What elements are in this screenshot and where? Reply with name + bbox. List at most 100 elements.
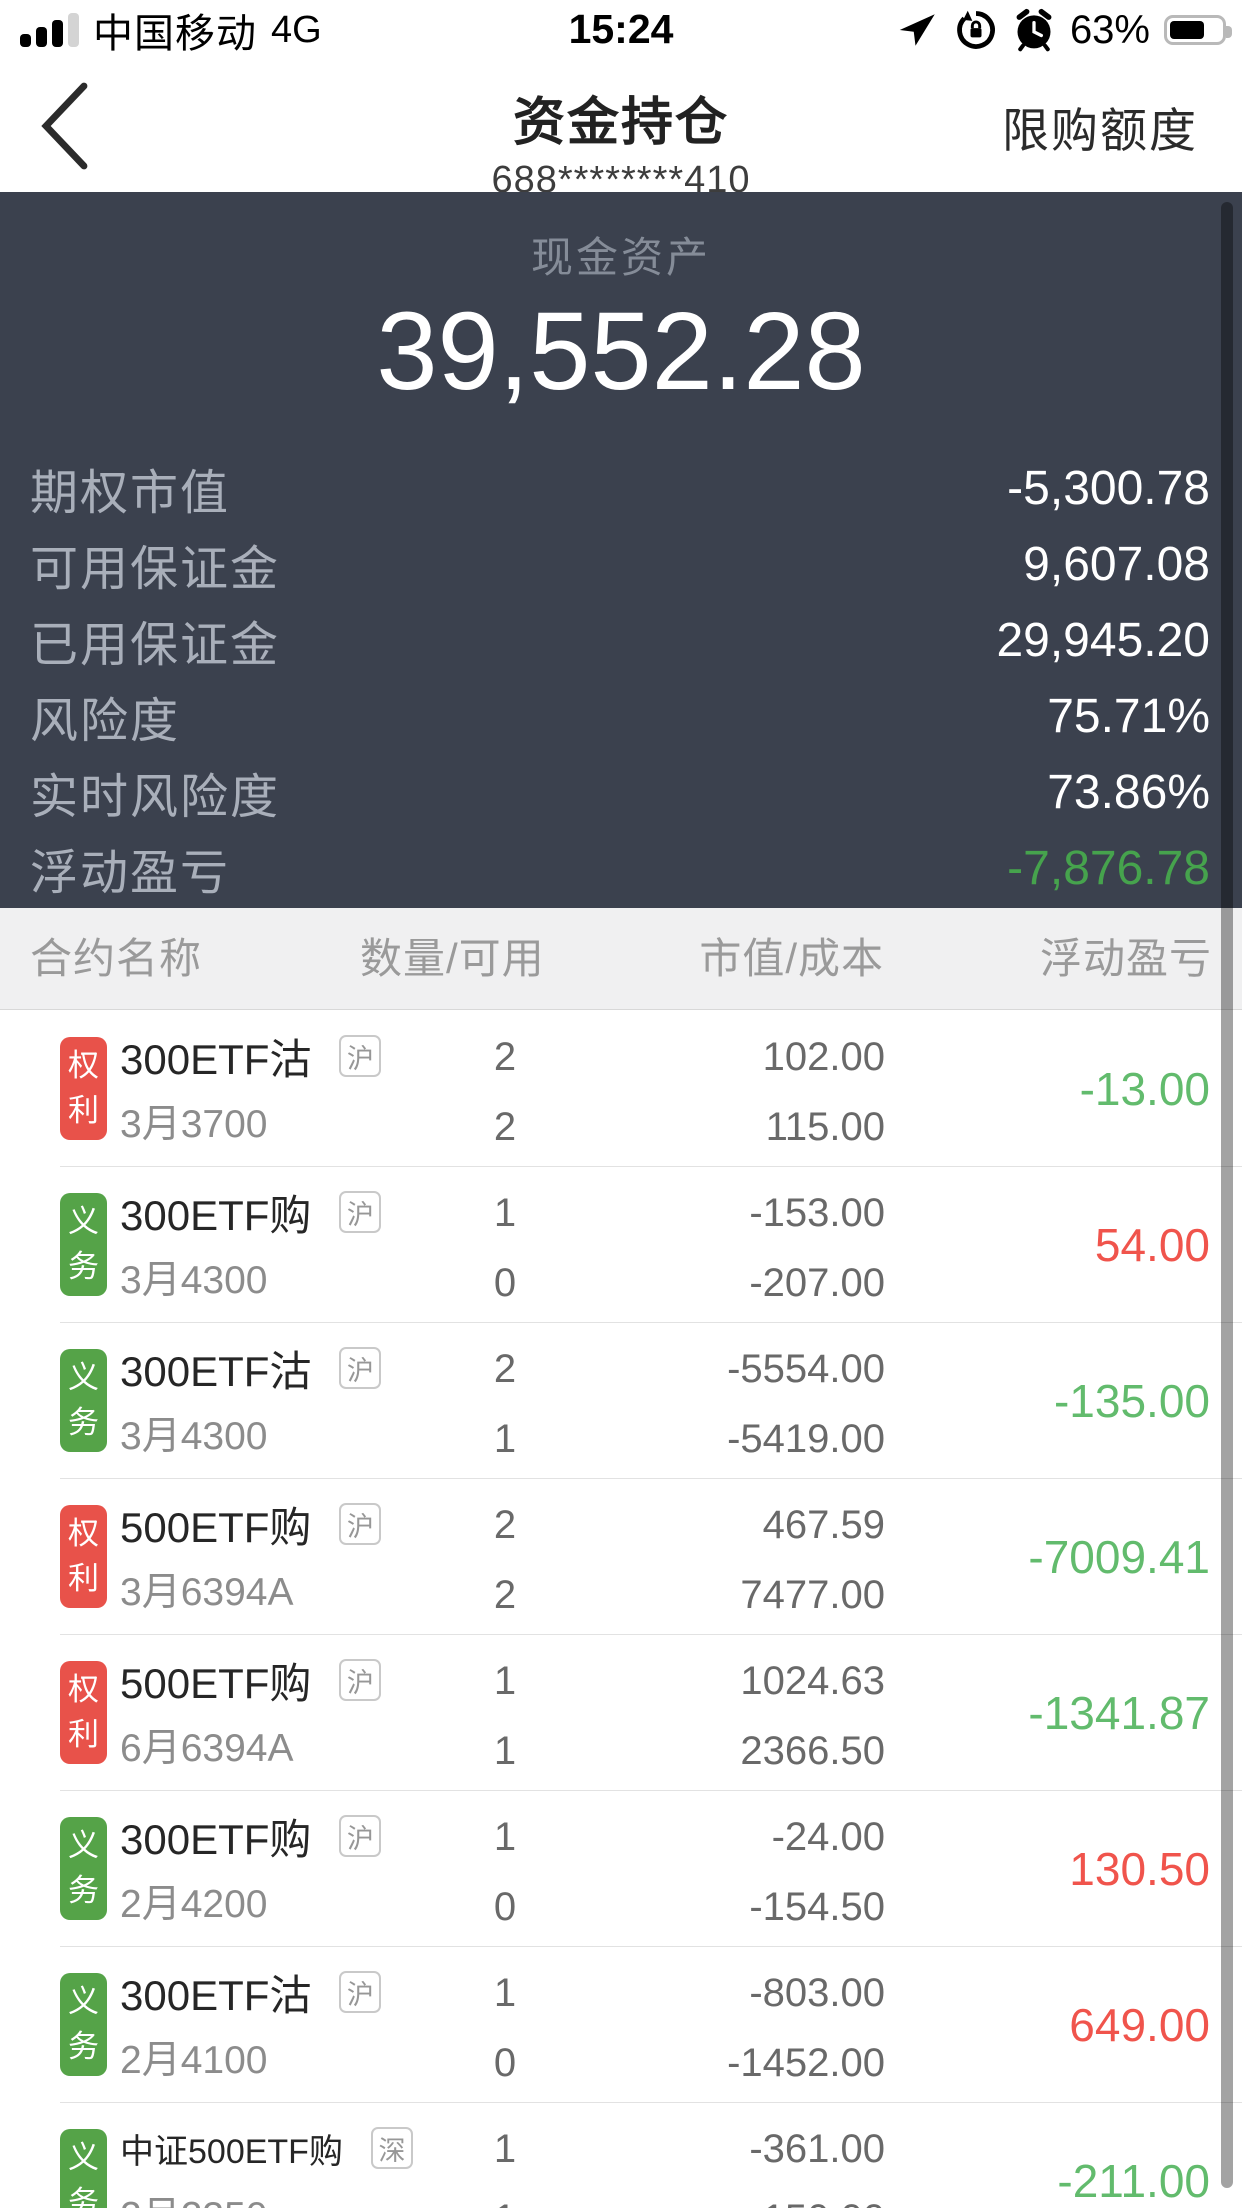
exchange-badge: 沪: [339, 1035, 382, 1077]
available-value: 1: [420, 2191, 590, 2208]
contract-name: 300ETF沽: [120, 1035, 312, 1083]
contract-name: 500ETF购: [120, 1659, 312, 1707]
position-row[interactable]: 权利 300ETF沽 沪 3月3700 2 2 102.00 115.00 -1…: [0, 1011, 1242, 1167]
back-button[interactable]: [36, 82, 92, 170]
contract-detail: 3月4300: [120, 1415, 268, 1458]
floating-pl-value: 130.50: [1069, 1843, 1210, 1895]
contract-detail: 3月3700: [120, 1103, 268, 1146]
available-value: 1: [493, 1417, 517, 1461]
floating-pl-value: -135.00: [1053, 1375, 1210, 1427]
floating-pl-value: -13.00: [1079, 1063, 1210, 1115]
header-contract-name: 合约名称: [30, 935, 203, 982]
position-row[interactable]: 义务 300ETF购 沪 2月4200 1 0 -24.00 -154.50 1…: [0, 1791, 1242, 1947]
cost-value: -5419.00: [727, 1417, 885, 1461]
location-arrow-icon: [899, 14, 935, 46]
cost-value: 7477.00: [740, 1573, 885, 1617]
carrier-label: 中国移动: [93, 12, 257, 56]
contract-detail: 3月6394A: [120, 1571, 294, 1614]
orientation-lock-icon: [957, 10, 995, 49]
cost-value: -1452.00: [727, 2041, 885, 2085]
purchase-limit-button[interactable]: 限购额度: [1002, 104, 1198, 157]
available-value: 2: [493, 1105, 517, 1149]
position-row[interactable]: 义务 300ETF购 沪 3月4300 1 0 -153.00 -207.00 …: [0, 1167, 1242, 1323]
quantity-value: 2: [493, 1035, 517, 1079]
alarm-clock-icon: [1016, 8, 1052, 52]
floating-pl-value: -7009.41: [1028, 1531, 1210, 1583]
page-title: 资金持仓: [512, 94, 729, 152]
market-value: -803.00: [749, 1971, 885, 2015]
summary-row: 实时风险度 73.86%: [30, 754, 1210, 830]
quantity-value: 1: [493, 1659, 517, 1703]
summary-row: 可用保证金 9,607.08: [30, 526, 1210, 602]
summary-row: 已用保证金 29,945.20: [30, 602, 1210, 678]
cost-value: -207.00: [749, 1261, 885, 1305]
position-row[interactable]: 义务 300ETF沽 沪 3月4300 2 1 -5554.00 -5419.0…: [0, 1323, 1242, 1479]
header-floating-pl: 浮动盈亏: [1039, 935, 1212, 982]
header-qty-available: 数量/可用: [360, 935, 545, 982]
summary-value: -7,876.78: [1007, 841, 1210, 895]
scrollbar[interactable]: [1221, 202, 1233, 2188]
signal-bars-icon: [20, 13, 79, 47]
summary-label: 可用保证金: [30, 543, 281, 596]
cost-value: 2366.50: [740, 1729, 885, 1773]
available-value: 2: [493, 1573, 517, 1617]
floating-pl-value: 54.00: [1094, 1219, 1210, 1271]
contract-detail: 2月4200: [120, 1883, 268, 1926]
position-row[interactable]: 义务 中证500ETF购 深 2月2350 1 1 -361.00 -150.0…: [0, 2103, 1242, 2208]
rights-obligation-badge: 义务: [60, 1193, 107, 1296]
summary-value: 73.86%: [1047, 765, 1210, 819]
floating-pl-value: -1341.87: [1028, 1687, 1210, 1739]
summary-label: 实时风险度: [30, 771, 281, 824]
position-row[interactable]: 权利 500ETF购 沪 3月6394A 2 2 467.59 7477.00 …: [0, 1479, 1242, 1635]
table-header: 合约名称 数量/可用 市值/成本 浮动盈亏: [0, 908, 1242, 1010]
contract-detail: 3月4300: [120, 1259, 268, 1302]
exchange-badge: 深: [370, 2127, 413, 2169]
quantity-value: 2: [493, 1503, 517, 1547]
rights-obligation-badge: 义务: [60, 2129, 107, 2208]
cost-value: -154.50: [749, 1885, 885, 1929]
contract-detail: 2月2350: [120, 2189, 267, 2208]
summary-value: 75.71%: [1047, 689, 1210, 743]
battery-icon: [1164, 15, 1232, 45]
rights-obligation-badge: 权利: [60, 1505, 107, 1608]
market-value: 102.00: [762, 1035, 885, 1079]
summary-panel: 现金资产 39,552.28 期权市值 -5,300.78 可用保证金 9,60…: [0, 192, 1242, 908]
market-value: -153.00: [749, 1191, 885, 1235]
summary-value: -5,300.78: [1007, 461, 1210, 515]
quantity-value: 1: [493, 1971, 517, 2015]
position-row[interactable]: 义务 300ETF沽 沪 2月4100 1 0 -803.00 -1452.00…: [0, 1947, 1242, 2103]
quantity-value: 1: [493, 2127, 517, 2171]
cost-value: 115.00: [765, 1105, 885, 1149]
battery-percent-label: 63%: [1069, 7, 1150, 52]
exchange-badge: 沪: [339, 1347, 382, 1389]
status-bar: 中国移动 4G 15:24 63%: [0, 0, 1242, 60]
positions-list: 权利 300ETF沽 沪 3月3700 2 2 102.00 115.00 -1…: [0, 1011, 1242, 2208]
market-value: -361.00: [749, 2127, 885, 2171]
position-row[interactable]: 权利 500ETF购 沪 6月6394A 1 1 1024.63 2366.50…: [0, 1635, 1242, 1791]
summary-label: 浮动盈亏: [30, 847, 231, 900]
exchange-badge: 沪: [339, 1191, 382, 1233]
available-value: 0: [493, 1261, 517, 1305]
summary-label: 期权市值: [30, 467, 231, 520]
floating-pl-value: -211.00: [1057, 2155, 1210, 2207]
floating-pl-value: 649.00: [1069, 1999, 1210, 2051]
contract-name: 300ETF沽: [120, 1971, 312, 2019]
summary-value: 9,607.08: [1023, 537, 1210, 591]
contract-detail: 6月6394A: [120, 1727, 294, 1770]
quantity-value: 2: [493, 1347, 517, 1391]
quantity-value: 1: [493, 1191, 517, 1235]
available-value: 1: [493, 1729, 517, 1773]
summary-row: 浮动盈亏 -7,876.78: [30, 830, 1210, 906]
contract-name: 300ETF沽: [120, 1347, 312, 1395]
rights-obligation-badge: 义务: [60, 1349, 107, 1452]
header-value-cost: 市值/成本: [699, 935, 884, 982]
contract-name: 中证500ETF购: [120, 2132, 343, 2171]
market-value: -24.00: [771, 1815, 885, 1859]
exchange-badge: 沪: [339, 1503, 382, 1545]
rights-obligation-badge: 权利: [60, 1037, 107, 1140]
exchange-badge: 沪: [339, 1815, 382, 1857]
contract-name: 300ETF购: [120, 1815, 312, 1863]
summary-row: 期权市值 -5,300.78: [30, 450, 1210, 526]
available-value: 0: [493, 2041, 517, 2085]
